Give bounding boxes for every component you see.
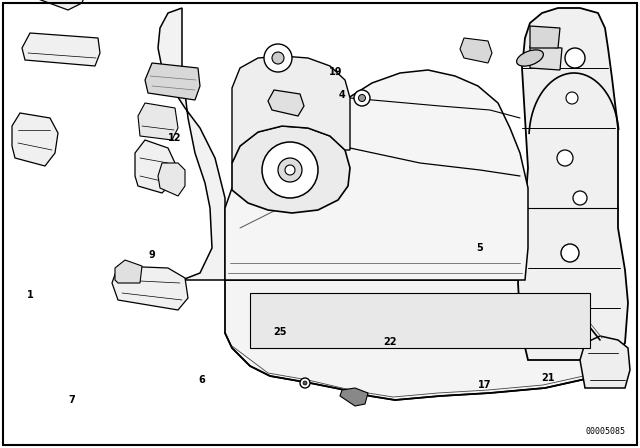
Polygon shape (135, 140, 175, 193)
Polygon shape (12, 113, 58, 166)
Polygon shape (250, 293, 590, 348)
Polygon shape (138, 103, 178, 140)
Circle shape (264, 44, 292, 72)
Polygon shape (530, 26, 560, 48)
Circle shape (358, 95, 365, 102)
Polygon shape (460, 38, 492, 63)
Polygon shape (145, 63, 200, 100)
Polygon shape (22, 0, 88, 10)
Polygon shape (225, 70, 528, 280)
Polygon shape (268, 90, 304, 116)
Polygon shape (232, 56, 350, 163)
Text: 1: 1 (27, 290, 33, 300)
Circle shape (561, 244, 579, 262)
Circle shape (262, 142, 318, 198)
Polygon shape (158, 163, 185, 196)
Polygon shape (340, 388, 368, 406)
Text: 00005085: 00005085 (585, 427, 625, 436)
Text: 5: 5 (477, 243, 483, 253)
Text: 6: 6 (198, 375, 205, 385)
Text: 12: 12 (168, 133, 182, 143)
Polygon shape (580, 336, 630, 388)
Circle shape (285, 165, 295, 175)
Polygon shape (518, 8, 628, 360)
Polygon shape (232, 126, 350, 213)
Text: 25: 25 (273, 327, 287, 337)
Text: 17: 17 (478, 380, 492, 390)
Circle shape (278, 158, 302, 182)
Polygon shape (112, 266, 188, 310)
Circle shape (566, 92, 578, 104)
Ellipse shape (516, 50, 543, 66)
Text: 22: 22 (383, 337, 397, 347)
Polygon shape (225, 280, 615, 400)
Text: 7: 7 (68, 395, 76, 405)
Polygon shape (115, 260, 142, 283)
Circle shape (300, 378, 310, 388)
Circle shape (272, 52, 284, 64)
Circle shape (303, 381, 307, 385)
Circle shape (573, 191, 587, 205)
Text: 9: 9 (148, 250, 156, 260)
Circle shape (565, 48, 585, 68)
Text: 21: 21 (541, 373, 555, 383)
Text: 4: 4 (339, 90, 346, 100)
Polygon shape (530, 46, 562, 70)
Text: 19: 19 (329, 67, 343, 77)
Circle shape (557, 150, 573, 166)
Polygon shape (22, 33, 100, 66)
Polygon shape (158, 8, 225, 280)
Circle shape (354, 90, 370, 106)
